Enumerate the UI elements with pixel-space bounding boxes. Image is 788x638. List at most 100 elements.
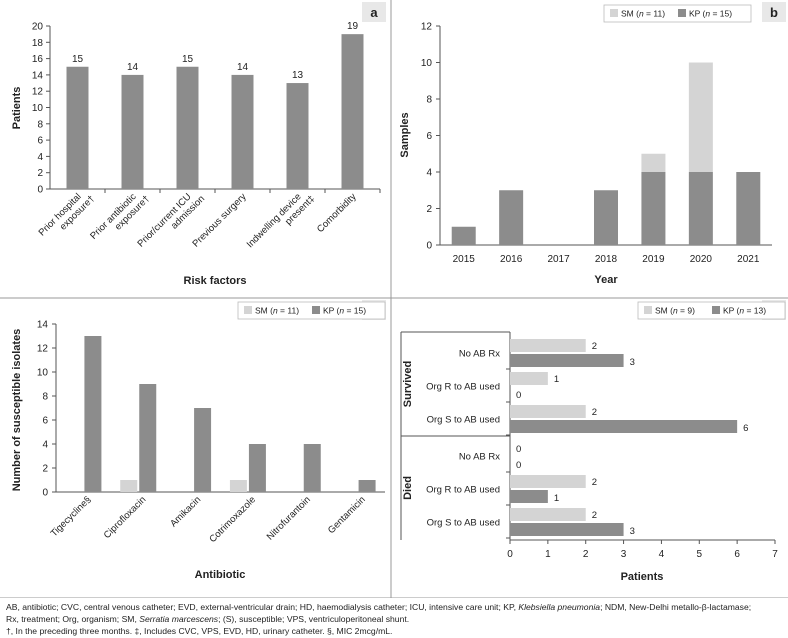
bar [176,66,199,189]
bar [66,66,89,189]
y-tick-label: 14 [32,70,44,81]
data-label: 0 [516,390,521,401]
x-tick-label: 4 [659,549,665,560]
x-tick-label: Tigecycline§ [49,494,94,539]
bar [121,74,144,189]
kp-legend-swatch [678,9,686,17]
figure-footnote: AB, antibiotic; CVC, central venous cath… [6,601,786,637]
y-tick-label: 0 [42,488,48,499]
y-axis-title: Patients [11,87,23,130]
data-label: 3 [630,526,635,537]
kp-bar [688,172,713,245]
panel-label-box [762,2,786,22]
sm-bar [510,405,586,418]
y-tick-label: 4 [37,152,43,163]
y-tick-label: 4 [426,168,432,179]
x-tick-label: 6 [734,549,740,560]
kp-bar [248,444,266,492]
x-tick-label: Ciprofloxacin [102,494,149,541]
data-label: 14 [237,62,249,73]
data-label: 6 [743,423,748,434]
x-tick-label: Indwelling devicepresent‡ [245,186,317,258]
sm-bar [688,62,713,172]
y-tick-label: 12 [37,344,49,355]
y-tick-label: 12 [32,87,44,98]
row-label: No AB Rx [459,452,500,463]
x-tick-label: Nitrofurantoin [265,494,313,542]
x-axis-title: Patients [621,571,664,583]
sm-legend-swatch [644,306,652,314]
y-tick-label: 2 [42,464,48,475]
sm-legend-label: SM (n = 11) [621,9,665,19]
group-label: Survived [402,361,414,407]
data-label: 14 [127,62,139,73]
sm-bar [120,480,138,492]
data-label: 13 [292,70,304,81]
row-label: Org R to AB used [426,485,500,496]
kp-legend-label: KP (n = 13) [723,306,766,316]
legend-box [237,301,386,320]
x-tick-label: Comorbidity [315,191,359,235]
x-tick-label: 0 [507,549,513,560]
y-tick-label: 6 [426,131,432,142]
footnote-line2-italic: Serratia marcescens [139,614,219,624]
x-tick-label: 2016 [500,254,523,265]
kp-bar [139,384,157,492]
x-axis-title: Year [594,274,618,286]
footnote-line1-italic: Klebsiella pneumonia [518,602,601,612]
bar [341,34,364,190]
sm-bar [510,339,586,352]
y-tick-label: 12 [421,22,433,33]
y-tick-label: 6 [42,416,48,427]
data-label: 2 [592,477,597,488]
kp-bar [194,408,212,492]
kp-bar [510,523,624,536]
y-tick-label: 0 [426,241,432,252]
x-tick-label: 2020 [690,254,713,265]
data-label: 1 [554,493,559,504]
sm-bar [229,480,247,492]
x-tick-label: 2015 [453,254,476,265]
kp-legend-swatch [712,306,720,314]
bar [231,74,254,189]
data-label: 19 [347,21,359,32]
x-tick-label: 2 [583,549,589,560]
x-tick-label: 2018 [595,254,618,265]
kp-bar [510,490,548,503]
bar [286,83,309,189]
x-axis-title: Risk factors [184,275,247,287]
row-label: Org S to AB used [427,415,500,426]
kp-legend-label: KP (n = 15) [323,306,366,316]
y-axis-title: Number of susceptible isolates [11,329,23,492]
footnote-line1-post: ; NDM, New-Delhi metallo-β-lactamase; [600,602,752,612]
row-label: Org R to AB used [426,382,500,393]
panel-label: b [770,5,778,20]
footnote-line2-pre: Rx, treatment; Org, organism; SM, [6,614,140,624]
x-tick-label: Cotrimoxazole [207,494,258,545]
sm-legend-label: SM (n = 11) [255,306,299,316]
sm-bar [510,508,586,521]
kp-bar [84,336,102,492]
y-tick-label: 14 [37,320,49,331]
y-tick-label: 10 [421,58,433,69]
data-label: 15 [72,54,84,65]
kp-bar [510,420,738,433]
kp-bar [303,444,321,492]
footnote-line3: †, In the preceding three months. ‡, Inc… [6,626,393,636]
legend-box [603,4,752,23]
y-tick-label: 18 [32,38,44,49]
kp-bar [499,190,524,245]
kp-bar [641,172,666,245]
legend-box [637,301,786,320]
data-label: 0 [516,460,521,471]
y-tick-label: 10 [32,103,44,114]
kp-bar [510,354,624,367]
y-tick-label: 10 [37,368,49,379]
y-tick-label: 20 [32,22,44,33]
x-tick-label: 2021 [737,254,760,265]
sm-legend-swatch [244,306,252,314]
data-label: 0 [516,444,521,455]
y-tick-label: 2 [37,168,43,179]
kp-legend-label: KP (n = 15) [689,9,732,19]
